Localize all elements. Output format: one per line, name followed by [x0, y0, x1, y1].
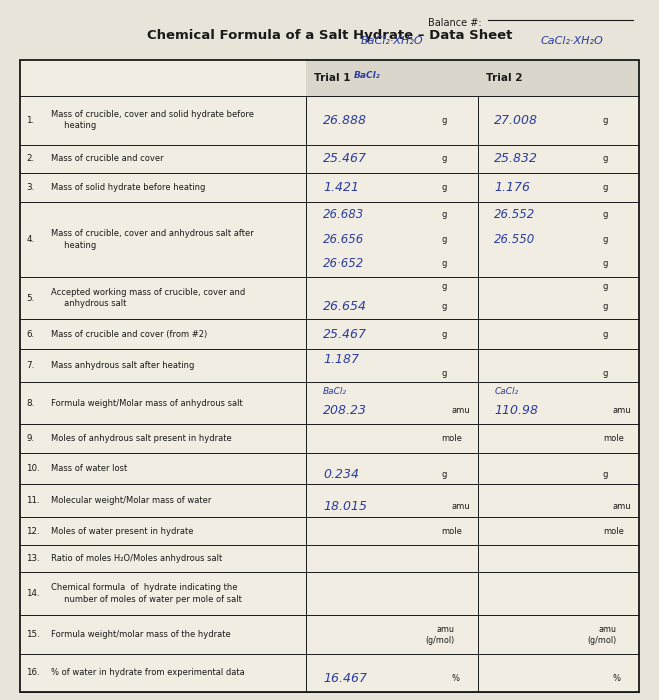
Text: g: g [442, 183, 447, 192]
Text: 1.187: 1.187 [323, 353, 359, 365]
Text: g: g [442, 302, 447, 312]
Text: %: % [451, 674, 459, 683]
Text: Mass of crucible and cover: Mass of crucible and cover [51, 155, 164, 164]
Text: Accepted working mass of crucible, cover and
     anhydrous salt: Accepted working mass of crucible, cover… [51, 288, 246, 309]
Text: Molecular weight/Molar mass of water: Molecular weight/Molar mass of water [51, 496, 212, 505]
Text: g: g [603, 116, 608, 125]
Text: g: g [603, 370, 608, 378]
Text: 1.421: 1.421 [323, 181, 359, 194]
Text: Moles of water present in hydrate: Moles of water present in hydrate [51, 526, 194, 536]
Text: 10.: 10. [26, 464, 40, 473]
Text: Balance #:: Balance #: [428, 18, 482, 27]
Text: 18.015: 18.015 [323, 500, 367, 513]
Text: BaCl₂·XH₂O: BaCl₂·XH₂O [360, 36, 424, 46]
Text: Trial 1: Trial 1 [314, 73, 351, 83]
Text: 3.: 3. [26, 183, 35, 192]
Text: 5.: 5. [26, 294, 35, 302]
Text: Trial 2: Trial 2 [486, 73, 522, 83]
Text: g: g [603, 183, 608, 192]
Text: CaCl₂: CaCl₂ [494, 386, 519, 395]
Text: 26.654: 26.654 [323, 300, 367, 313]
Text: Mass of crucible and cover (from #2): Mass of crucible and cover (from #2) [51, 330, 208, 339]
Text: 14.: 14. [26, 589, 40, 598]
Text: g: g [603, 210, 608, 219]
Text: 26.550: 26.550 [494, 233, 536, 246]
Text: BaCl₂: BaCl₂ [354, 71, 381, 80]
Text: Mass of crucible, cover and anhydrous salt after
     heating: Mass of crucible, cover and anhydrous sa… [51, 230, 254, 250]
Text: mole: mole [603, 434, 624, 443]
Text: Mass of water lost: Mass of water lost [51, 464, 128, 473]
Text: 26.888: 26.888 [323, 114, 367, 127]
Text: Formula weight/Molar mass of anhydrous salt: Formula weight/Molar mass of anhydrous s… [51, 398, 243, 407]
Text: 25.467: 25.467 [323, 153, 367, 165]
Text: Chemical Formula of a Salt Hydrate – Data Sheet: Chemical Formula of a Salt Hydrate – Dat… [147, 29, 512, 43]
Text: 26·652: 26·652 [323, 257, 364, 270]
Text: BaCl₂: BaCl₂ [323, 386, 347, 395]
Text: mole: mole [442, 434, 463, 443]
Text: g: g [442, 155, 447, 164]
Text: mole: mole [442, 526, 463, 536]
Text: 26.552: 26.552 [494, 209, 536, 221]
Text: g: g [603, 282, 608, 290]
Text: g: g [603, 155, 608, 164]
Text: g: g [442, 116, 447, 125]
Text: 4.: 4. [26, 235, 34, 244]
Text: g: g [442, 282, 447, 290]
Text: 12.: 12. [26, 526, 40, 536]
Text: Chemical formula  of  hydrate indicating the
     number of moles of water per m: Chemical formula of hydrate indicating t… [51, 583, 243, 604]
Text: Mass of crucible, cover and solid hydrate before
     heating: Mass of crucible, cover and solid hydrat… [51, 110, 254, 130]
Text: 26.656: 26.656 [323, 233, 364, 246]
Text: amu: amu [451, 502, 470, 511]
Text: 2.: 2. [26, 155, 34, 164]
Text: g: g [442, 330, 447, 339]
Text: g: g [442, 370, 447, 378]
Text: %: % [613, 674, 621, 683]
Text: Mass anhydrous salt after heating: Mass anhydrous salt after heating [51, 361, 195, 370]
Text: g: g [603, 470, 608, 479]
Text: amu: amu [613, 406, 631, 415]
Text: g: g [603, 259, 608, 268]
Text: 25.832: 25.832 [494, 153, 538, 165]
Text: 13.: 13. [26, 554, 40, 563]
Text: g: g [442, 470, 447, 479]
Text: g: g [603, 235, 608, 244]
Text: amu: amu [613, 502, 631, 511]
Text: amu: amu [451, 406, 470, 415]
Text: Moles of anhydrous salt present in hydrate: Moles of anhydrous salt present in hydra… [51, 434, 232, 443]
Text: % of water in hydrate from experimental data: % of water in hydrate from experimental … [51, 668, 245, 678]
Text: 26.683: 26.683 [323, 209, 364, 221]
Text: Mass of solid hydrate before heating: Mass of solid hydrate before heating [51, 183, 206, 192]
Text: g: g [603, 330, 608, 339]
Text: g: g [442, 235, 447, 244]
Text: 1.176: 1.176 [494, 181, 530, 194]
Text: g: g [442, 259, 447, 268]
Text: amu
(g/mol): amu (g/mol) [587, 624, 616, 645]
Text: mole: mole [603, 526, 624, 536]
Text: 25.467: 25.467 [323, 328, 367, 341]
Text: Ratio of moles H₂O/Moles anhydrous salt: Ratio of moles H₂O/Moles anhydrous salt [51, 554, 223, 563]
Text: 16.: 16. [26, 668, 40, 678]
Text: 0.234: 0.234 [323, 468, 359, 481]
Text: g: g [603, 302, 608, 312]
Text: 6.: 6. [26, 330, 34, 339]
Text: Formula weight/molar mass of the hydrate: Formula weight/molar mass of the hydrate [51, 630, 231, 639]
Text: 16.467: 16.467 [323, 672, 367, 685]
Text: 208.23: 208.23 [323, 405, 367, 417]
Text: 7.: 7. [26, 361, 35, 370]
Text: CaCl₂·XH₂O: CaCl₂·XH₂O [540, 36, 603, 46]
Text: 1.: 1. [26, 116, 34, 125]
Text: g: g [442, 210, 447, 219]
Text: 9.: 9. [26, 434, 34, 443]
Text: 8.: 8. [26, 398, 35, 407]
Text: 110.98: 110.98 [494, 405, 538, 417]
Text: 15.: 15. [26, 630, 40, 639]
Text: 11.: 11. [26, 496, 40, 505]
Text: amu
(g/mol): amu (g/mol) [426, 624, 455, 645]
Text: 27.008: 27.008 [494, 114, 538, 127]
